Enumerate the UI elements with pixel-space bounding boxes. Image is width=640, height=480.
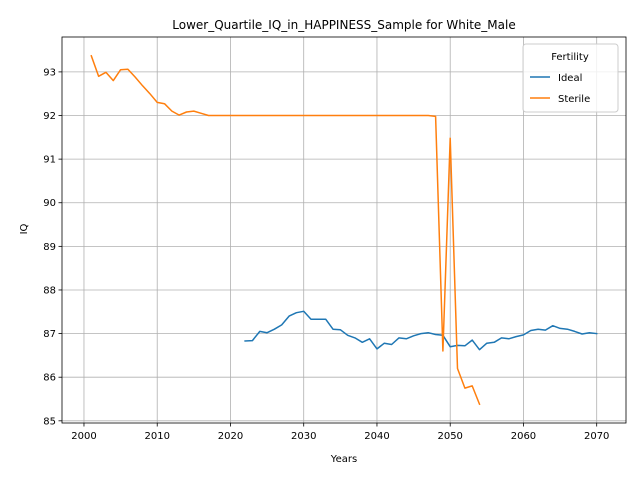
y-tick-label: 89 bbox=[43, 242, 56, 253]
x-tick-label: 2020 bbox=[218, 431, 243, 442]
x-tick-label: 2000 bbox=[71, 431, 96, 442]
y-tick-label: 93 bbox=[43, 67, 56, 78]
y-tick-label: 91 bbox=[43, 155, 56, 166]
x-tick-label: 2060 bbox=[511, 431, 536, 442]
x-tick-label: 2050 bbox=[437, 431, 462, 442]
chart-title: Lower_Quartile_IQ_in_HAPPINESS_Sample fo… bbox=[172, 18, 515, 32]
x-tick-label: 2030 bbox=[291, 431, 316, 442]
y-tick-label: 85 bbox=[43, 416, 56, 427]
legend-label-sterile: Sterile bbox=[558, 94, 590, 105]
x-tick-label: 2070 bbox=[584, 431, 609, 442]
x-tick-label: 2010 bbox=[144, 431, 169, 442]
legend-label-ideal: Ideal bbox=[558, 73, 582, 84]
y-tick-label: 86 bbox=[43, 373, 56, 384]
x-axis-label: Years bbox=[330, 454, 357, 465]
legend: Fertility Ideal Sterile bbox=[523, 44, 618, 112]
legend-title: Fertility bbox=[551, 52, 589, 63]
x-tick-label: 2040 bbox=[364, 431, 389, 442]
y-tick-label: 88 bbox=[43, 285, 56, 296]
y-tick-label: 90 bbox=[43, 198, 56, 209]
y-axis-label: IQ bbox=[19, 223, 30, 234]
y-tick-label: 87 bbox=[43, 329, 56, 340]
y-tick-label: 92 bbox=[43, 111, 56, 122]
